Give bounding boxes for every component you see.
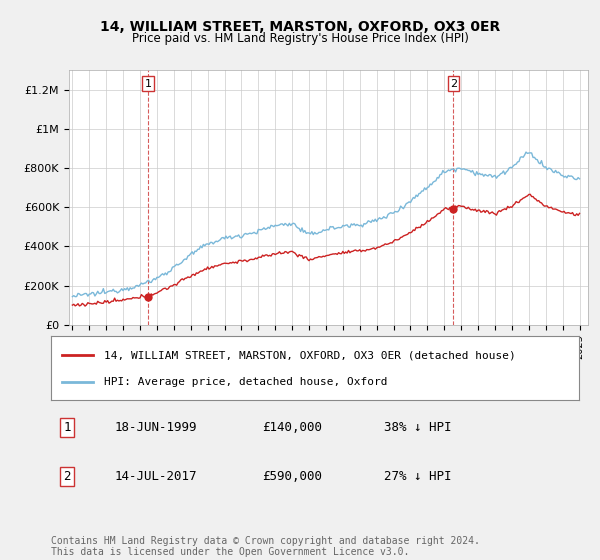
Text: 27% ↓ HPI: 27% ↓ HPI <box>383 470 451 483</box>
Text: 14, WILLIAM STREET, MARSTON, OXFORD, OX3 0ER: 14, WILLIAM STREET, MARSTON, OXFORD, OX3… <box>100 20 500 34</box>
Text: 1: 1 <box>145 79 151 88</box>
Text: 14, WILLIAM STREET, MARSTON, OXFORD, OX3 0ER (detached house): 14, WILLIAM STREET, MARSTON, OXFORD, OX3… <box>104 351 515 360</box>
Text: Contains HM Land Registry data © Crown copyright and database right 2024.
This d: Contains HM Land Registry data © Crown c… <box>51 535 480 557</box>
Text: 38% ↓ HPI: 38% ↓ HPI <box>383 421 451 434</box>
Text: HPI: Average price, detached house, Oxford: HPI: Average price, detached house, Oxfo… <box>104 377 388 388</box>
Text: 14-JUL-2017: 14-JUL-2017 <box>115 470 197 483</box>
Text: £590,000: £590,000 <box>262 470 322 483</box>
Text: Price paid vs. HM Land Registry's House Price Index (HPI): Price paid vs. HM Land Registry's House … <box>131 32 469 45</box>
Text: 1: 1 <box>63 421 71 434</box>
Text: 2: 2 <box>63 470 71 483</box>
Text: 2: 2 <box>450 79 457 88</box>
Text: £140,000: £140,000 <box>262 421 322 434</box>
Text: 18-JUN-1999: 18-JUN-1999 <box>115 421 197 434</box>
